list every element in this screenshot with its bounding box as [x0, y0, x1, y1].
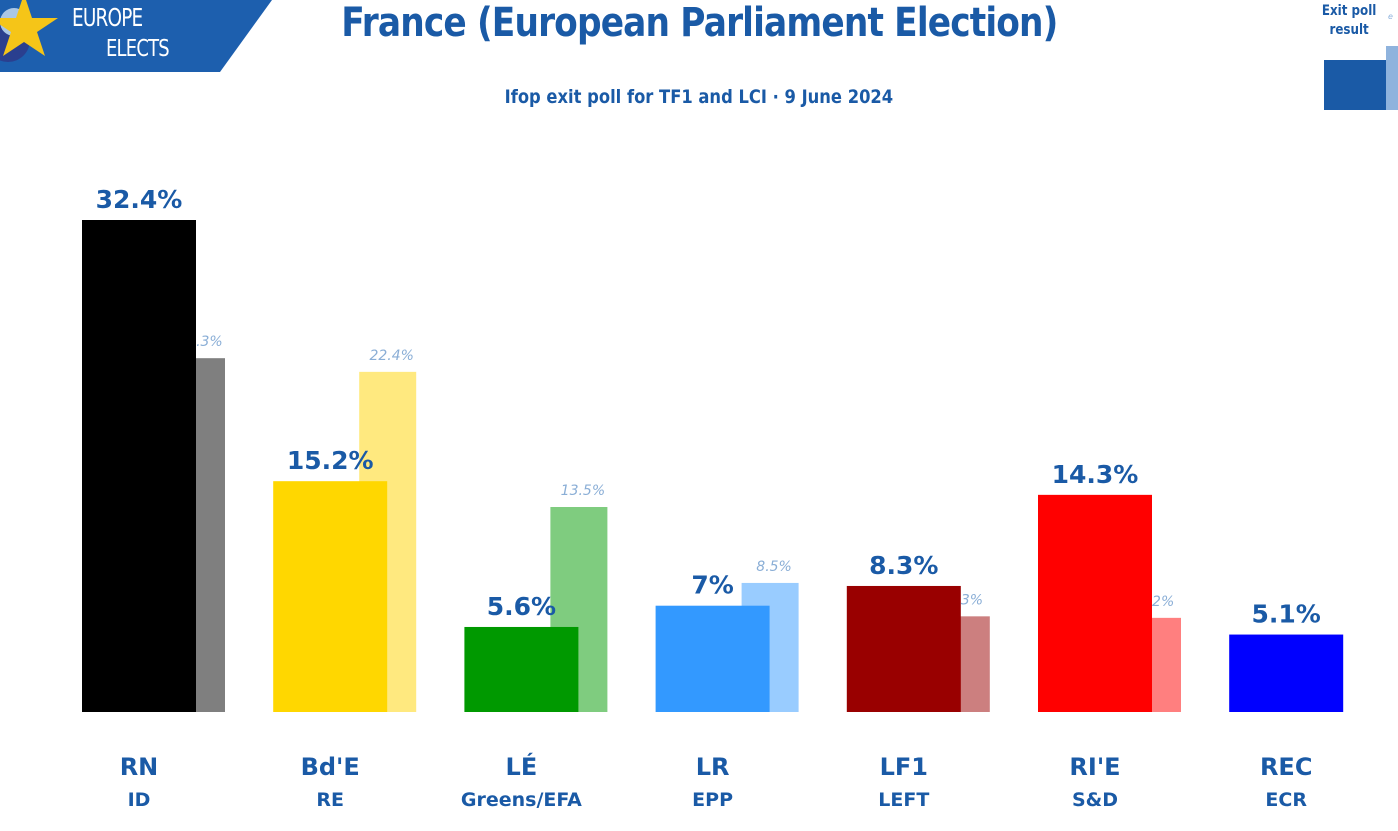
- legend-label-line2: result: [1329, 22, 1369, 38]
- x-tick-label-party: REC: [1260, 753, 1313, 781]
- data-label-comparison: 8.5%: [756, 559, 792, 575]
- data-label-main: 32.4%: [96, 185, 183, 214]
- x-tick-label-group: ID: [128, 789, 151, 811]
- logo-text-europe: EUROPE: [72, 3, 143, 32]
- bar-main: [655, 605, 770, 712]
- legend-comparison-hint: e: [1388, 12, 1393, 21]
- chart-title: France (European Parliament Election): [0, 0, 1398, 46]
- logo-text-elects: ELECTS: [106, 36, 170, 62]
- bar-main: [273, 481, 388, 712]
- x-tick-label-party: RN: [120, 753, 159, 781]
- x-tick-label-party: RI'E: [1069, 753, 1120, 781]
- data-label-comparison: 13.5%: [561, 483, 605, 499]
- data-label-main: 14.3%: [1052, 460, 1139, 489]
- data-label-comparison: 22.4%: [369, 348, 413, 364]
- chart-title-text: France (European Parliament Election): [340, 0, 1058, 46]
- chart-subtitle: Ifop exit poll for TF1 and LCI · 9 June …: [0, 86, 1398, 108]
- bar-main: [1229, 634, 1344, 712]
- x-tick-label-group: EPP: [692, 789, 733, 811]
- bar-main: [1038, 494, 1152, 712]
- data-label-main: 15.2%: [287, 446, 374, 475]
- legend-swatch-main: [1324, 60, 1386, 110]
- x-tick-label-party: LÉ: [506, 752, 538, 781]
- x-tick-label-group: Greens/EFA: [461, 789, 582, 811]
- data-label-main: 5.6%: [487, 592, 556, 621]
- legend: Exit poll result e: [1300, 0, 1398, 110]
- x-tick-label-group: RE: [316, 789, 344, 811]
- bar-main: [464, 626, 579, 712]
- bar-main: [846, 585, 961, 712]
- x-tick-label-group: S&D: [1072, 789, 1118, 811]
- star-icon: [0, 0, 58, 56]
- data-label-main: 8.3%: [869, 551, 938, 580]
- data-label-main: 7%: [691, 571, 733, 600]
- legend-label-line1: Exit poll: [1321, 3, 1377, 19]
- bar-main: [82, 220, 196, 712]
- x-tick-label-group: LEFT: [878, 789, 929, 811]
- x-tick-label-party: LR: [696, 753, 730, 781]
- chart-subtitle-text: Ifop exit poll for TF1 and LCI · 9 June …: [504, 86, 894, 108]
- logo-banner-icon: [0, 0, 272, 72]
- x-tick-label-party: LF1: [880, 753, 928, 781]
- europe-elects-logo: EUROPE ELECTS: [0, 0, 275, 72]
- data-label-main: 5.1%: [1252, 600, 1321, 629]
- legend-label: Exit poll result: [1314, 2, 1384, 40]
- x-tick-label-group: ECR: [1265, 789, 1307, 811]
- x-tick-label-party: Bd'E: [301, 753, 360, 781]
- legend-swatch-comparison: [1386, 46, 1398, 110]
